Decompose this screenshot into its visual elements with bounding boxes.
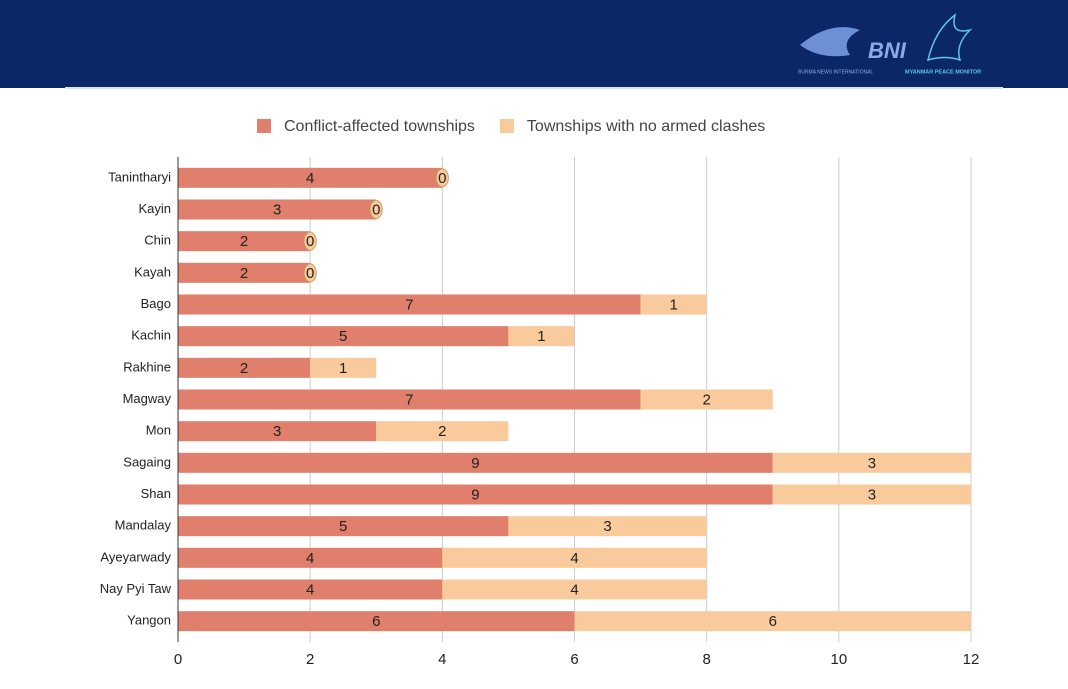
- zero-marker: [369, 200, 383, 219]
- value-label: 1: [339, 360, 347, 377]
- value-label: 2: [240, 360, 248, 377]
- value-label: 9: [471, 455, 479, 472]
- bar-segment: [178, 294, 641, 315]
- logo-1-caption: BURMA NEWS INTERNATIONAL: [798, 69, 873, 75]
- value-label: 5: [339, 518, 347, 535]
- zero-marker: [303, 263, 317, 283]
- value-label: 7: [405, 391, 413, 408]
- bar-segment: [178, 199, 377, 220]
- bar-segment: [178, 231, 311, 252]
- bar-segment: [508, 326, 575, 347]
- value-label: 4: [570, 581, 578, 598]
- zero-marker: [303, 231, 317, 251]
- x-tick-label: 10: [830, 651, 847, 668]
- bar-segment: [178, 389, 641, 410]
- y-tick-label: Mon: [146, 423, 171, 438]
- value-label: 4: [306, 170, 314, 187]
- value-label: 4: [570, 550, 578, 567]
- bar-segment: [178, 357, 311, 378]
- y-tick-label: Yangon: [127, 613, 171, 628]
- value-label: 7: [405, 296, 413, 313]
- value-label: 0: [372, 201, 380, 218]
- bar-segment: [178, 516, 509, 537]
- bar-segment: [442, 547, 707, 568]
- logo-1-icon: [800, 27, 860, 57]
- logo-1-mark: BNI: [868, 38, 907, 63]
- bar-segment: [178, 579, 443, 600]
- value-label: 2: [438, 423, 446, 440]
- zero-marker: [435, 168, 449, 188]
- bar-segment: [772, 484, 971, 505]
- x-tick-label: 12: [963, 651, 980, 668]
- bar-segment: [442, 579, 707, 600]
- bar-segment: [772, 452, 971, 473]
- value-label: 3: [868, 486, 876, 503]
- y-tick-label: Bago: [141, 296, 171, 311]
- value-label: 3: [603, 518, 611, 535]
- legend-swatch: [257, 119, 271, 133]
- logo-2-icon: [926, 13, 973, 62]
- x-tick-label: 4: [438, 651, 446, 668]
- value-label: 6: [372, 613, 380, 630]
- value-label: 0: [306, 265, 314, 282]
- bar-segment: [310, 357, 377, 378]
- value-label: 3: [868, 455, 876, 472]
- y-tick-label: Tanintharyi: [108, 169, 171, 184]
- y-tick-label: Rakhine: [123, 359, 171, 374]
- value-label: 0: [306, 233, 314, 250]
- y-tick-label: Magway: [123, 391, 172, 406]
- logo-2-caption: MYANMAR PEACE MONITOR: [905, 69, 981, 75]
- bar-segment: [178, 484, 773, 505]
- legend-label: Conflict-affected townships: [284, 118, 475, 135]
- bar-segment: [508, 516, 707, 537]
- x-tick-label: 8: [702, 651, 710, 668]
- value-label: 2: [702, 391, 710, 408]
- bar-segment: [178, 262, 311, 283]
- value-label: 9: [471, 486, 479, 503]
- y-tick-label: Kayin: [138, 201, 171, 216]
- y-tick-label: Kachin: [131, 328, 171, 343]
- value-label: 3: [273, 423, 281, 440]
- y-tick-label: Mandalay: [115, 518, 172, 533]
- y-tick-label: Ayeyarwady: [100, 549, 171, 564]
- value-label: 4: [306, 581, 314, 598]
- value-label: 3: [273, 201, 281, 218]
- legend-label: Townships with no armed clashes: [527, 118, 765, 135]
- bar-segment: [376, 421, 509, 442]
- legend-swatch: [499, 119, 514, 133]
- bar-segment: [178, 547, 443, 568]
- value-label: 2: [240, 233, 248, 250]
- header-band: [0, 0, 1068, 88]
- x-tick-label: 2: [306, 651, 314, 668]
- y-tick-label: Kayah: [134, 264, 171, 279]
- value-label: 2: [240, 265, 248, 282]
- value-label: 1: [669, 296, 677, 313]
- bar-segment: [574, 611, 971, 632]
- value-label: 4: [306, 550, 314, 567]
- value-label: 6: [769, 613, 777, 630]
- x-tick-label: 6: [570, 651, 578, 668]
- y-tick-label: Chin: [144, 233, 171, 248]
- bar-segment: [178, 452, 773, 473]
- bar-segment: [178, 421, 377, 442]
- bar-segment: [178, 326, 509, 347]
- value-label: 5: [339, 328, 347, 345]
- y-tick-label: Sagaing: [123, 454, 171, 469]
- value-label: 0: [438, 170, 446, 187]
- y-tick-label: Shan: [141, 486, 171, 501]
- value-label: 1: [537, 328, 545, 345]
- y-tick-label: Nay Pyi Taw: [100, 581, 172, 596]
- x-tick-label: 0: [174, 651, 182, 668]
- bar-segment: [178, 611, 575, 632]
- bar-segment: [640, 389, 773, 410]
- bar-segment: [178, 167, 443, 188]
- bar-segment: [640, 294, 707, 315]
